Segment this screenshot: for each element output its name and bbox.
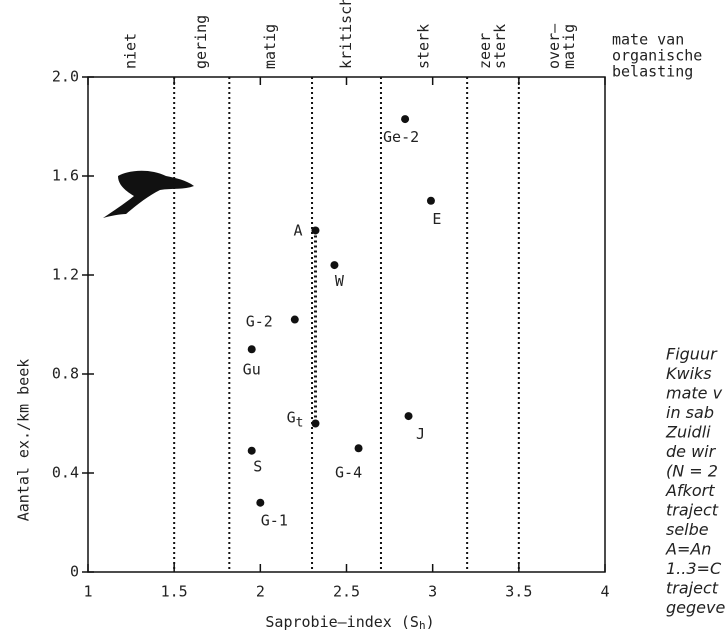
point-label: G-2 [246,312,273,330]
y-tick-label: 0.4 [52,464,79,482]
point-label: A [293,221,302,239]
data-point [354,444,363,453]
plot-frame [87,76,606,573]
point-label: Gt [287,408,304,430]
caption-line: gegeve [666,598,725,617]
data-point [330,261,339,270]
zone-title: mate van [612,31,684,49]
point-label: Gu [243,360,261,378]
point-label-text: E [432,209,441,227]
point-label-text: A [293,221,302,239]
caption-line: Kwiks [666,364,712,383]
data-point [256,498,265,507]
zone-title: belasting [612,63,693,81]
zone-label: gering [192,15,210,69]
x-axis-label-end: ) [426,613,435,631]
x-axis-label-main: Saprobie–index (S [265,613,419,631]
point-label: G-4 [335,463,362,481]
caption-line: traject [666,501,719,520]
zone-label: niet [122,33,140,69]
point-label-text: G-1 [261,511,288,529]
x-tick-label: 2.5 [333,583,360,601]
zone-label: matig [560,24,578,69]
x-tick-label: 1 [83,583,92,601]
caption-line: de wir [666,442,717,461]
point-label: S [253,457,262,475]
zone-label: sterk [491,24,509,69]
point-label: Ge-2 [383,128,419,146]
fish-icon [103,170,194,218]
data-point [401,115,410,124]
y-tick-label: 1.6 [52,167,79,185]
x-tick-label: 3.5 [505,583,532,601]
caption-line: in sab [666,403,714,422]
y-tick-label: 2.0 [52,68,79,86]
caption-line: Zuidli [665,423,711,442]
zone-label: over– [545,23,563,69]
point-label-text: S [253,457,262,475]
point-label-sub: t [296,415,304,430]
zone-label: matig [261,24,279,69]
data-point [247,446,256,455]
point-label: W [335,272,345,290]
caption-line: Figuur [666,345,718,364]
data-point [247,345,256,354]
caption-line: mate v [666,384,723,403]
point-label: J [416,425,425,443]
point-label-text: G-4 [335,463,362,481]
data-point [311,226,320,235]
x-axis-label-sub: h [419,619,426,632]
point-label-text: G-2 [246,312,273,330]
x-tick-label: 3 [428,583,437,601]
zone-label: zeer [476,33,494,69]
zone-title: organische [612,47,702,65]
y-tick-label: 0.8 [52,365,79,383]
data-point [404,412,413,421]
caption-line: selbe [666,520,709,539]
zone-label: kritisch [337,0,355,69]
point-label-text: J [416,425,425,443]
caption-line: (N = 2 [666,462,718,481]
x-tick-label: 1.5 [161,583,188,601]
data-point [290,315,299,324]
point-label-text: Ge-2 [383,128,419,146]
x-tick-label: 4 [600,583,609,601]
x-tick-label: 2 [256,583,265,601]
y-axis-label: Aantal ex./km beek [15,359,33,522]
point-label: G-1 [261,511,288,529]
caption-line: 1..3=C [666,559,722,578]
point-label-text: G [287,408,296,426]
point-label-text: Gu [243,360,261,378]
caption-line: Afkort [665,481,715,500]
caption-line: A=An [665,540,711,559]
data-point [311,419,320,428]
caption-line: traject [666,579,719,598]
point-label: E [432,209,441,227]
y-tick-label: 0 [70,563,79,581]
y-tick-label: 1.2 [52,266,79,284]
zone-label: sterk [415,24,433,69]
x-axis-label: Saprobie–index (Sh) [265,613,434,633]
point-label-text: W [335,272,345,290]
data-point [426,196,435,205]
